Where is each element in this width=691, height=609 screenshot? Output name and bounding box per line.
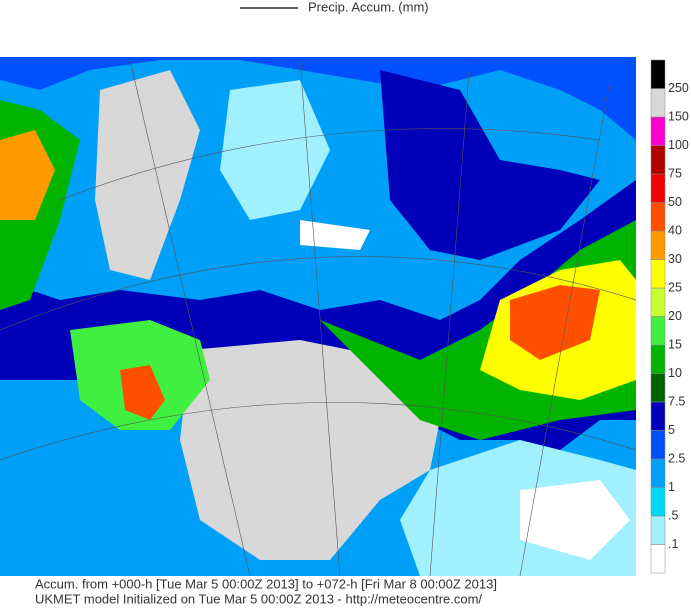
legend-title: Precip. Accum. (mm) (308, 0, 429, 14)
colorbar-swatch (650, 287, 666, 317)
colorbar-label: .1 (668, 537, 678, 551)
footer-line: Accum. from +000-h [Tue Mar 5 00:00Z 201… (35, 576, 497, 591)
colorbar-label: 15 (668, 337, 682, 351)
precip-area (510, 285, 600, 360)
precip-area (300, 220, 370, 250)
colorbar-label: 7.5 (668, 394, 685, 408)
colorbar-label: 150 (668, 109, 689, 123)
colorbar-swatch (650, 544, 666, 574)
colorbar-label: 1 (668, 480, 675, 494)
colorbar-label: 250 (668, 81, 689, 95)
colorbar-label: 10 (668, 366, 682, 380)
colorbar-label: 5 (668, 423, 675, 437)
colorbar-label: 30 (668, 252, 682, 266)
colorbar: .1 .5 1 2.5 5 7.5 10 15 20 25 30 40 50 75 100 150 250 (650, 59, 689, 574)
colorbar-swatch (650, 430, 666, 460)
land-no-precip (180, 340, 440, 560)
colorbar-swatch (650, 373, 666, 403)
colorbar-swatch (650, 316, 666, 346)
colorbar-swatch (650, 145, 666, 175)
colorbar-label: .5 (668, 508, 678, 522)
precip-area (220, 80, 330, 220)
colorbar-label: 25 (668, 280, 682, 294)
colorbar-swatch (650, 344, 666, 374)
colorbar-swatch (650, 487, 666, 517)
precip-area (120, 365, 165, 420)
colorbar-label: 50 (668, 195, 682, 209)
colorbar-swatch (650, 59, 666, 89)
colorbar-swatch (650, 458, 666, 488)
colorbar-swatch (650, 515, 666, 545)
colorbar-swatch (650, 202, 666, 232)
map (0, 57, 636, 576)
precip-area (520, 480, 630, 560)
precip-area (380, 70, 600, 260)
colorbar-swatch (650, 259, 666, 289)
colorbar-swatch (650, 230, 666, 260)
land-no-precip (95, 70, 200, 280)
colorbar-label: 20 (668, 309, 682, 323)
footer-line: UKMET model Initialized on Tue Mar 5 00:… (35, 591, 482, 606)
colorbar-swatch (650, 401, 666, 431)
colorbar-label: 75 (668, 166, 682, 180)
colorbar-label: 2.5 (668, 451, 685, 465)
colorbar-swatch (650, 173, 666, 203)
precip-area (0, 57, 636, 140)
precip-area (0, 130, 55, 220)
graticule (0, 59, 636, 576)
colorbar-label: 100 (668, 138, 689, 152)
colorbar-swatch (650, 88, 666, 118)
colorbar-swatch (650, 116, 666, 146)
colorbar-label: 40 (668, 223, 682, 237)
